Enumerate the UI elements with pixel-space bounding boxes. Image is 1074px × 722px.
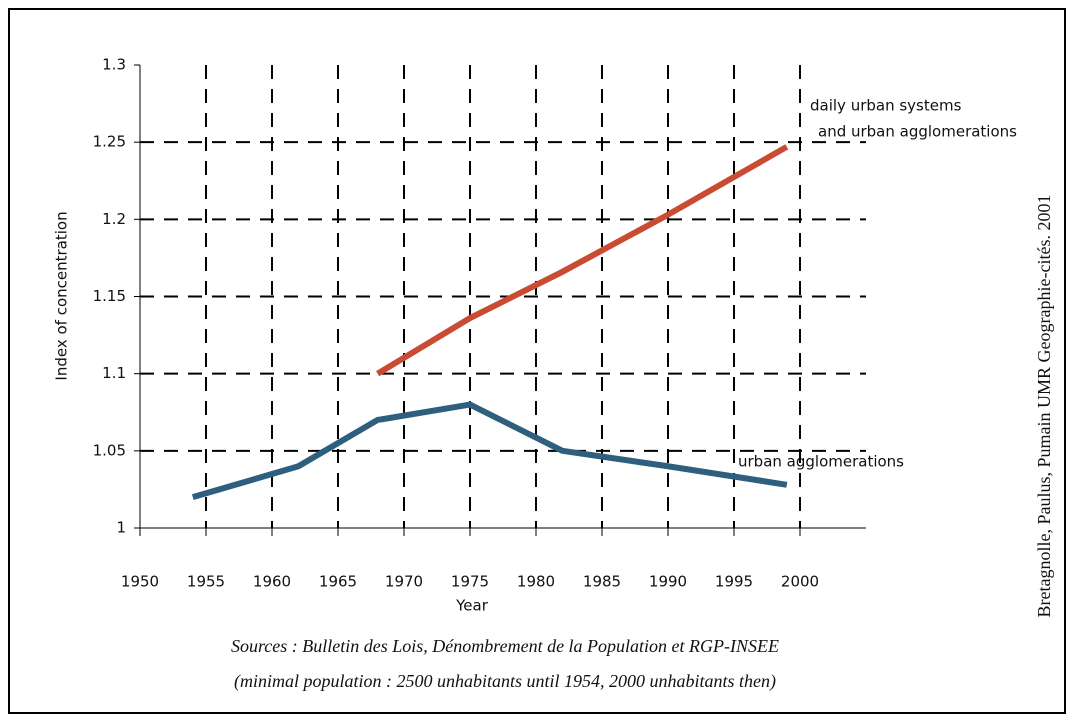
series-line — [376, 144, 789, 377]
frame — [8, 8, 1066, 714]
y-tick-label: 1.05 — [93, 441, 126, 459]
y-tick-label: 1.1 — [102, 364, 126, 382]
source: (minimal population : 2500 unhabitants u… — [234, 671, 776, 692]
y-tick-label: 1.2 — [102, 210, 126, 228]
y-tick-label: 1.25 — [93, 133, 126, 151]
y-tick-label: 1.3 — [102, 56, 126, 74]
annotation: urban agglomerations — [738, 453, 904, 471]
credit: Bretagnolle, Paulus, Pumain UMR Geograph… — [1034, 195, 1054, 618]
x-tick-label: 1985 — [583, 573, 621, 591]
series-line — [191, 401, 788, 501]
y-tick-label: 1.15 — [93, 287, 126, 305]
x-tick-label: 2000 — [781, 573, 819, 591]
x-tick-label: 1975 — [451, 573, 489, 591]
x-tick-label: 1965 — [319, 573, 357, 591]
y-tick-label: 1 — [116, 519, 126, 537]
y-axis-label: Index of concentration — [53, 211, 71, 380]
x-tick-label: 1955 — [187, 573, 225, 591]
x-tick-label: 1960 — [253, 573, 291, 591]
x-tick-label: 1995 — [715, 573, 753, 591]
source: Sources : Bulletin des Lois, Dénombremen… — [231, 636, 779, 656]
x-axis-label: Year — [455, 597, 489, 615]
x-tick-label: 1980 — [517, 573, 555, 591]
annotation: daily urban systems — [810, 97, 962, 115]
x-tick-label: 1970 — [385, 573, 423, 591]
x-tick-label: 1950 — [121, 573, 159, 591]
x-tick-label: 1990 — [649, 573, 687, 591]
annotation: and urban agglomerations — [818, 123, 1017, 141]
